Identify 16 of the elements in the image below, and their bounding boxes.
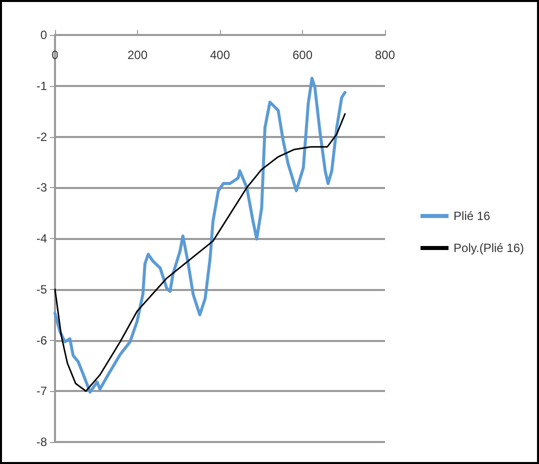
- y-tick-label: 0: [40, 28, 48, 42]
- y-tick-label: -5: [36, 282, 48, 296]
- x-tick-label: 200: [127, 48, 148, 62]
- x-tick-label: 800: [374, 48, 396, 62]
- legend-label: Poly.(Plié 16): [454, 241, 524, 255]
- y-tick-label: -4: [36, 232, 48, 246]
- x-tick-label: 400: [210, 48, 230, 62]
- legend-label: Plié 16: [454, 209, 491, 223]
- x-tick-label: 0: [52, 48, 59, 62]
- y-tick-label: -7: [36, 384, 48, 398]
- x-tick-label: 600: [292, 48, 313, 62]
- y-tick-label: -1: [36, 78, 48, 93]
- y-tick-label: -3: [36, 180, 48, 195]
- y-tick-label: -2: [36, 130, 48, 144]
- y-tick-label: -8: [36, 435, 48, 449]
- y-tick-label: -6: [36, 333, 48, 348]
